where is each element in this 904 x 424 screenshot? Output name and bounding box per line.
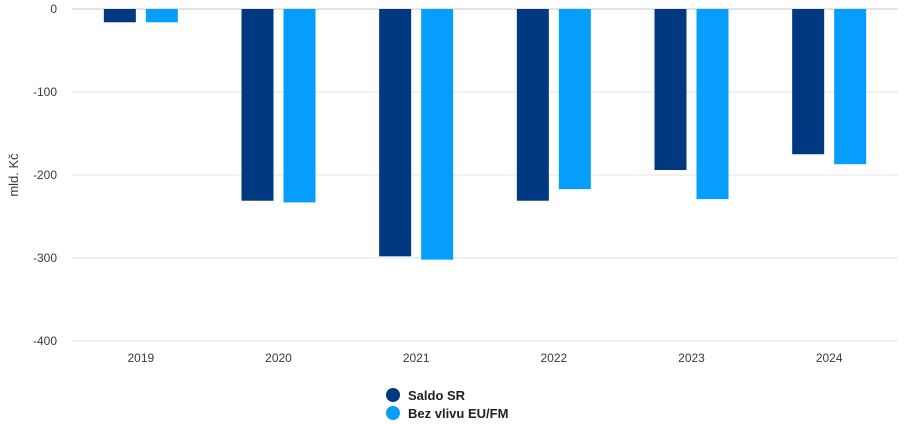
x-axis-tick-labels: 2019 2020 2021 2022 2023 2024 bbox=[127, 351, 842, 365]
y-axis-tick-labels: 0 -100 -200 -300 -400 bbox=[33, 2, 57, 348]
x-tick-label: 2022 bbox=[540, 351, 567, 365]
bar-2023-saldo-sr[interactable] bbox=[654, 9, 687, 171]
bar-2020-saldo-sr[interactable] bbox=[241, 9, 274, 201]
bar-2020-bez-vlivu[interactable] bbox=[283, 9, 316, 203]
legend: Saldo SR Bez vlivu EU/FM bbox=[386, 386, 508, 422]
legend-item-bez-vlivu[interactable]: Bez vlivu EU/FM bbox=[386, 404, 508, 422]
legend-item-saldo-sr[interactable]: Saldo SR bbox=[386, 386, 508, 404]
x-tick-label: 2024 bbox=[816, 351, 843, 365]
legend-marker-saldo-sr bbox=[386, 388, 400, 402]
bar-2021-saldo-sr[interactable] bbox=[379, 9, 412, 257]
x-tick-label: 2019 bbox=[127, 351, 154, 365]
y-tick-label: -400 bbox=[33, 334, 57, 348]
bar-2024-bez-vlivu[interactable] bbox=[834, 9, 867, 165]
legend-label-bez-vlivu: Bez vlivu EU/FM bbox=[408, 405, 509, 421]
y-tick-label: -300 bbox=[33, 251, 57, 265]
bar-2019-bez-vlivu[interactable] bbox=[145, 9, 178, 23]
y-tick-label: -200 bbox=[33, 168, 57, 182]
bars bbox=[103, 9, 867, 260]
bar-2022-saldo-sr[interactable] bbox=[516, 9, 549, 201]
bar-2023-bez-vlivu[interactable] bbox=[696, 9, 729, 200]
y-tick-label: 0 bbox=[50, 2, 57, 16]
x-tick-label: 2021 bbox=[403, 351, 430, 365]
y-tick-label: -100 bbox=[33, 85, 57, 99]
bar-2021-bez-vlivu[interactable] bbox=[421, 9, 454, 260]
x-tick-label: 2023 bbox=[678, 351, 705, 365]
bar-2022-bez-vlivu[interactable] bbox=[558, 9, 591, 190]
legend-label-saldo-sr: Saldo SR bbox=[408, 387, 466, 403]
legend-marker-bez-vlivu bbox=[386, 406, 400, 420]
bar-2024-saldo-sr[interactable] bbox=[792, 9, 825, 155]
x-tick-label: 2020 bbox=[265, 351, 292, 365]
gridlines bbox=[72, 8, 898, 342]
y-axis-label: mld. Kč bbox=[6, 153, 21, 197]
bar-2019-saldo-sr[interactable] bbox=[103, 9, 136, 23]
